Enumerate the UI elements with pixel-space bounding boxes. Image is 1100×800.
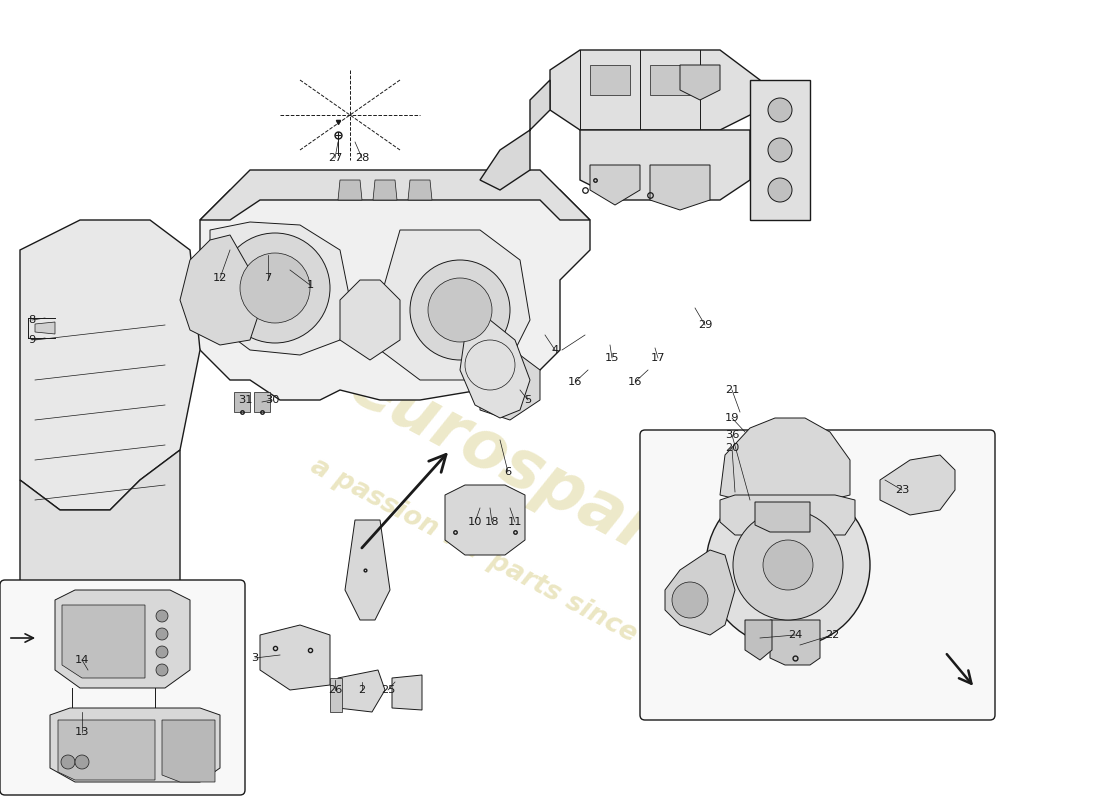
Text: 19: 19 (725, 413, 739, 423)
Polygon shape (680, 65, 720, 100)
Polygon shape (379, 230, 530, 380)
Polygon shape (338, 180, 362, 200)
Polygon shape (770, 620, 820, 665)
Text: 13: 13 (75, 727, 89, 737)
Polygon shape (345, 520, 390, 620)
Text: 26: 26 (328, 685, 342, 695)
Circle shape (768, 178, 792, 202)
Text: 6: 6 (505, 467, 512, 477)
Text: 1: 1 (307, 280, 314, 290)
Polygon shape (254, 392, 270, 412)
Polygon shape (650, 65, 690, 95)
Circle shape (156, 664, 168, 676)
Text: 27: 27 (328, 153, 342, 163)
Polygon shape (340, 280, 400, 360)
Polygon shape (755, 502, 810, 532)
Polygon shape (20, 450, 180, 620)
Text: 11: 11 (508, 517, 522, 527)
Polygon shape (480, 355, 540, 420)
Polygon shape (58, 720, 155, 780)
FancyBboxPatch shape (0, 580, 245, 795)
Polygon shape (373, 180, 397, 200)
Text: 8: 8 (29, 315, 35, 325)
Circle shape (733, 510, 843, 620)
Polygon shape (55, 590, 190, 688)
Text: 5: 5 (525, 395, 531, 405)
Polygon shape (720, 495, 855, 535)
Polygon shape (408, 180, 432, 200)
Polygon shape (590, 65, 630, 95)
Polygon shape (580, 130, 750, 200)
Circle shape (410, 260, 510, 360)
Circle shape (768, 138, 792, 162)
Text: 7: 7 (264, 273, 272, 283)
Polygon shape (745, 620, 772, 660)
Text: 14: 14 (75, 655, 89, 665)
Text: 20: 20 (725, 443, 739, 453)
Text: 36: 36 (725, 430, 739, 440)
Circle shape (240, 253, 310, 323)
Polygon shape (234, 392, 250, 412)
Polygon shape (446, 485, 525, 555)
Polygon shape (550, 50, 760, 130)
Text: 10: 10 (468, 517, 482, 527)
Text: 28: 28 (355, 153, 370, 163)
Polygon shape (480, 80, 550, 190)
Polygon shape (880, 455, 955, 515)
Text: 22: 22 (825, 630, 839, 640)
Text: 29: 29 (697, 320, 712, 330)
FancyBboxPatch shape (640, 430, 996, 720)
Polygon shape (590, 165, 640, 205)
Circle shape (428, 278, 492, 342)
Circle shape (75, 755, 89, 769)
Text: 31: 31 (238, 395, 252, 405)
Polygon shape (460, 320, 530, 418)
Text: 18: 18 (485, 517, 499, 527)
Polygon shape (20, 220, 200, 510)
Text: 3: 3 (252, 653, 258, 663)
Polygon shape (190, 190, 590, 400)
Circle shape (672, 582, 708, 618)
Polygon shape (50, 708, 220, 782)
Circle shape (156, 646, 168, 658)
Polygon shape (162, 720, 214, 782)
Circle shape (706, 483, 870, 647)
Polygon shape (210, 222, 350, 355)
Polygon shape (666, 550, 735, 635)
Polygon shape (330, 678, 342, 712)
Polygon shape (650, 165, 710, 210)
Text: 9: 9 (29, 335, 35, 345)
Polygon shape (750, 80, 810, 220)
Polygon shape (338, 670, 385, 712)
Text: 25: 25 (381, 685, 395, 695)
Text: 4: 4 (551, 345, 559, 355)
Text: 12: 12 (212, 273, 228, 283)
Polygon shape (392, 675, 422, 710)
Text: 30: 30 (265, 395, 279, 405)
Circle shape (768, 98, 792, 122)
Polygon shape (720, 418, 850, 500)
Text: 23: 23 (894, 485, 910, 495)
Text: 17: 17 (651, 353, 666, 363)
Text: 21: 21 (725, 385, 739, 395)
Circle shape (220, 233, 330, 343)
Text: 2: 2 (359, 685, 365, 695)
Polygon shape (260, 625, 330, 690)
Text: 16: 16 (628, 377, 642, 387)
Text: 24: 24 (788, 630, 802, 640)
Polygon shape (200, 170, 590, 220)
Polygon shape (35, 322, 55, 334)
Circle shape (60, 755, 75, 769)
Circle shape (156, 628, 168, 640)
Polygon shape (62, 605, 145, 678)
Circle shape (156, 610, 168, 622)
Text: 15: 15 (605, 353, 619, 363)
Text: eurospares: eurospares (339, 352, 741, 608)
Circle shape (763, 540, 813, 590)
Text: a passion for parts since 1985: a passion for parts since 1985 (306, 454, 714, 686)
Text: 16: 16 (568, 377, 582, 387)
Polygon shape (180, 235, 260, 345)
